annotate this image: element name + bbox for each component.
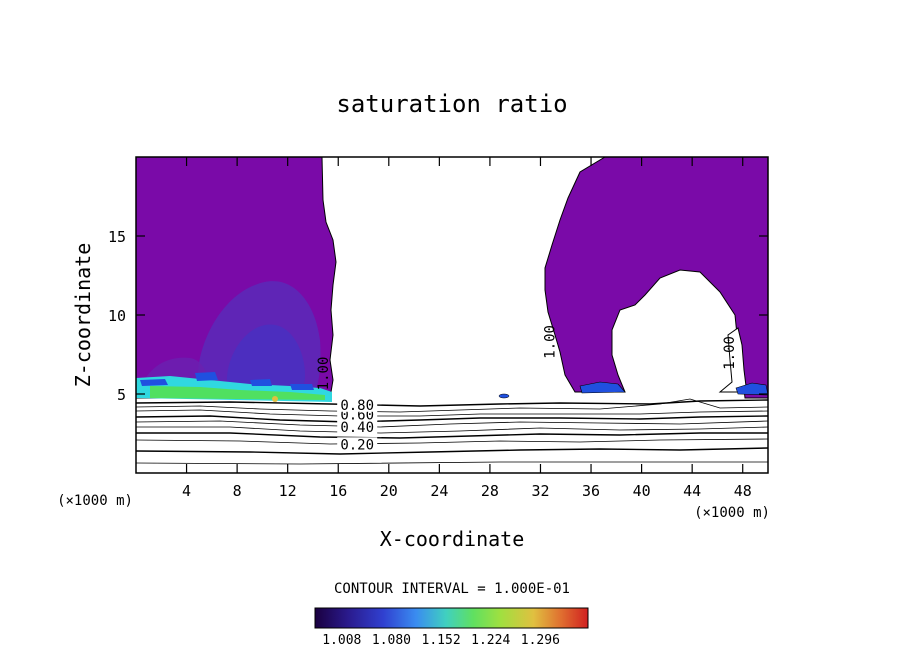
x-tick-label: 48: [734, 482, 752, 500]
contour-label-bg: [337, 397, 378, 412]
colorbar-tick-label: 1.224: [471, 633, 510, 648]
x-unit-left: (×1000 m): [57, 493, 133, 509]
x-tick-label: 4: [182, 482, 191, 500]
contour-label: 0.80: [340, 398, 374, 414]
blue-speckles: [140, 372, 314, 390]
x-tick-label: 20: [380, 482, 398, 500]
x-tick-label: 32: [531, 482, 549, 500]
chart-title: saturation ratio: [336, 90, 567, 118]
x-tick-label: 12: [279, 482, 297, 500]
small-cell: [498, 393, 510, 399]
colorbar-tick-label: 1.152: [422, 633, 461, 648]
x-tick-label: 8: [233, 482, 242, 500]
deeper-region: [226, 324, 305, 395]
colorbar-tick-label: 1.008: [322, 633, 361, 648]
contour-label: 0.20: [340, 437, 374, 453]
x-tick-label: 44: [683, 482, 701, 500]
contour-label-bg: [337, 419, 378, 434]
contour-label: 1.00: [316, 357, 332, 391]
y-tick-label: 10: [108, 307, 126, 325]
x-tick-label: 24: [430, 482, 448, 500]
x-tick-label: 16: [329, 482, 347, 500]
contour-label: 1.00: [722, 336, 738, 370]
x-tick-label: 28: [481, 482, 499, 500]
contour-interval: CONTOUR INTERVAL = 1.000E-01: [334, 581, 570, 597]
green-band: [150, 386, 325, 400]
y-tick-label: 5: [117, 386, 126, 404]
x-tick-label: 36: [582, 482, 600, 500]
contour-label-bg: [337, 437, 378, 452]
colorbar-tick-label: 1.080: [372, 633, 411, 648]
x-tick-label: 40: [633, 482, 651, 500]
y-axis-label: Z-coordinate: [71, 243, 95, 388]
x-axis-label: X-coordinate: [380, 527, 525, 551]
x-unit-right: (×1000 m): [694, 505, 770, 521]
colorbar-tick-label: 1.296: [521, 633, 560, 648]
right-cloud-base-b: [735, 382, 768, 396]
plot-area: [136, 157, 768, 465]
colorbar-tick-labels: 1.008 1.080 1.152 1.224 1.296: [322, 633, 560, 648]
y-tick-label: 15: [108, 228, 126, 246]
contour-label: 0.40: [340, 420, 374, 436]
hot-spot: [272, 396, 278, 402]
right-cloud-base-a: [579, 381, 626, 394]
contour-label: 1.00: [542, 325, 558, 359]
supersaturated-region-right: [544, 157, 768, 399]
contour-labels: 0.200.400.600.801.001.00 1.00: [316, 325, 738, 453]
colorbar: [314, 607, 589, 629]
contour-lines: [136, 398, 768, 465]
